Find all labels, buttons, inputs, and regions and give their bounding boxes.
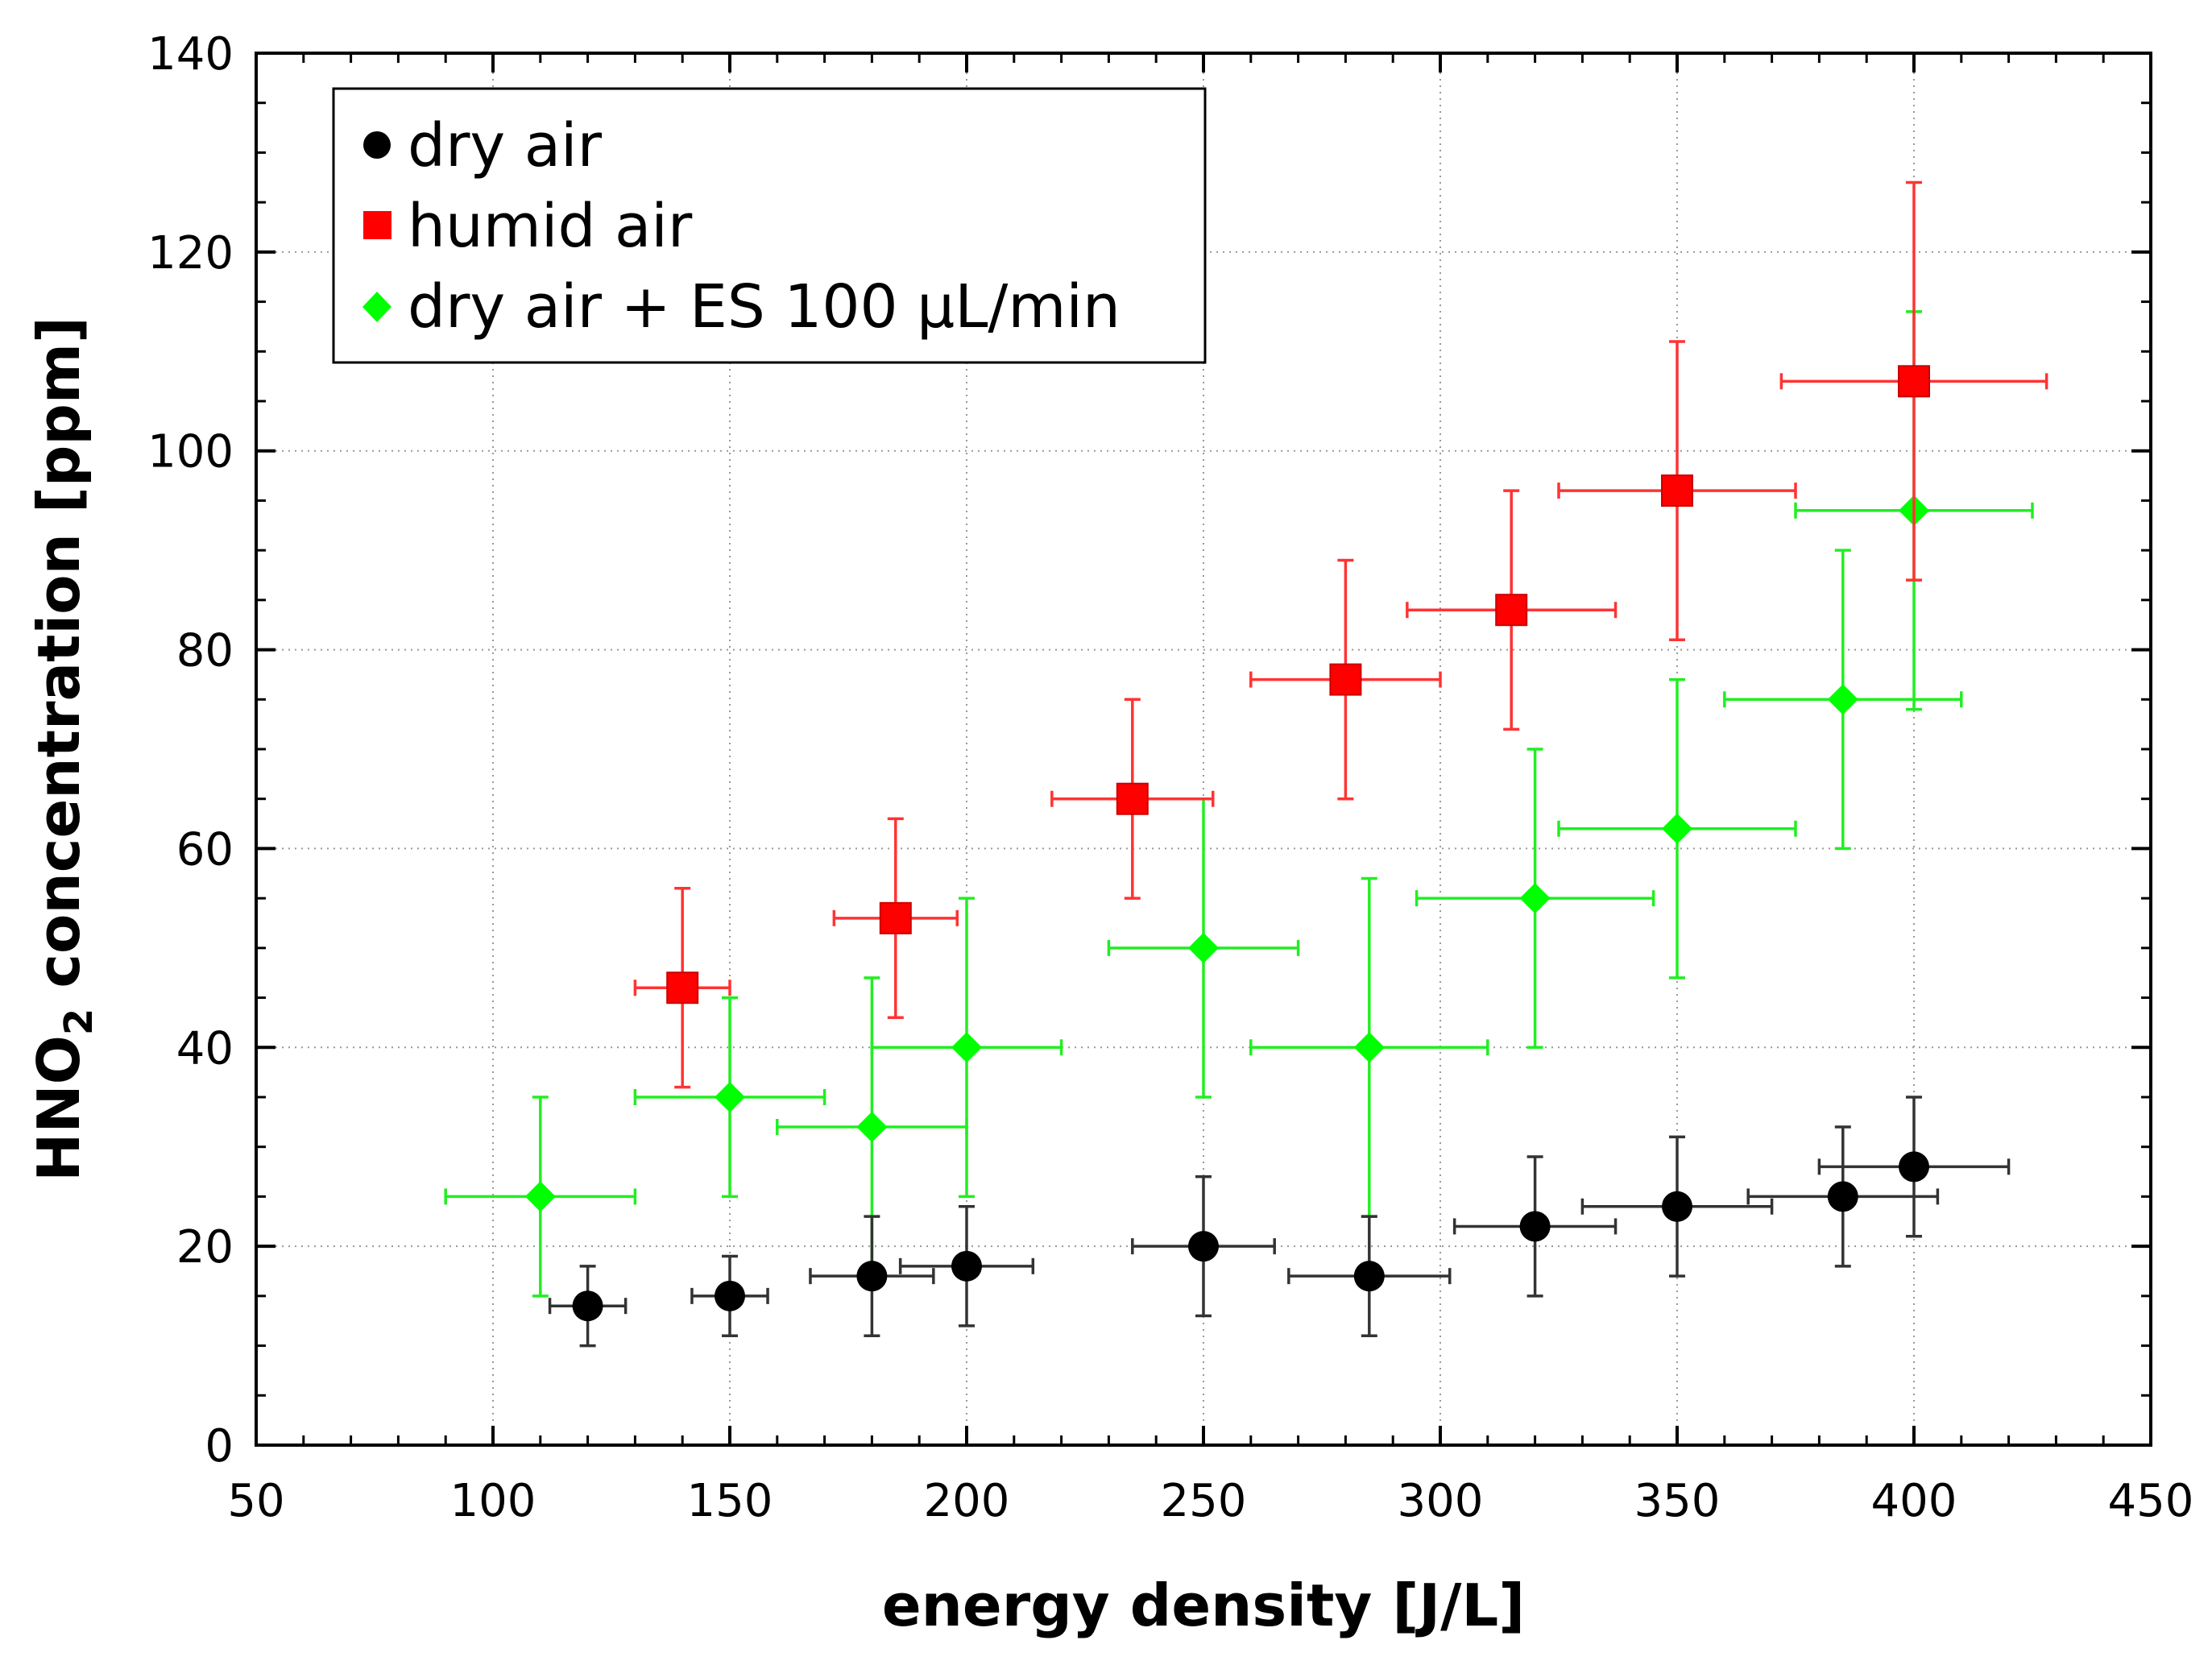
data-point-dry-air-es-100-l-min [715,1082,745,1112]
series-dry-air [548,1096,2011,1348]
legend-box [332,87,1207,364]
y-tick-label: 40 [176,1022,234,1075]
data-point-dry-air [572,1290,603,1322]
data-point-dry-air-es-100-l-min [1188,932,1219,963]
x-axis-title: energy density [J/L] [882,1572,1525,1639]
data-point-dry-air-es-100-l-min [856,1112,888,1143]
y-axis-title: HNO2 concentration [ppm] [25,317,101,1182]
x-tick-label: 250 [1161,1475,1247,1527]
data-point-dry-air-es-100-l-min [1827,684,1858,715]
y-axis-title-rest: concentration [ppm] [25,317,93,1009]
x-tick-label: 100 [450,1475,536,1527]
data-point-dry-air-es-100-l-min [1662,813,1692,844]
data-point-humid-air [1329,663,1362,696]
y-axis-title-main: HNO [25,1035,93,1182]
legend-marker-humid-air [363,211,391,239]
data-point-dry-air-es-100-l-min [1519,883,1551,914]
data-point-dry-air-es-100-l-min [524,1181,556,1212]
x-tick-label: 350 [1634,1475,1721,1527]
data-point-dry-air [1519,1211,1551,1242]
series-dry-air-es-100-l-min [444,310,2034,1298]
data-point-humid-air [1495,594,1528,627]
data-point-dry-air [1827,1181,1858,1212]
legend: dry air humid air dry air + ES 100 µL/mi… [332,87,1207,364]
data-point-dry-air [1353,1261,1385,1292]
data-point-dry-air-es-100-l-min [951,1032,982,1063]
legend-label-humid-air: humid air [408,192,693,261]
legend-marker-dry-air [363,131,391,159]
x-tick-label: 450 [2108,1475,2194,1527]
legend-marker-dry-air-es [362,292,391,322]
data-series [444,180,2048,1348]
data-point-humid-air [666,971,699,1004]
x-tick-label: 400 [1871,1475,1957,1527]
data-point-humid-air [1661,474,1693,507]
data-point-dry-air [1188,1231,1219,1262]
data-point-humid-air [879,901,912,934]
legend-label-dry-air: dry air [408,111,603,180]
x-tick-label: 200 [924,1475,1010,1527]
y-tick-label: 80 [176,625,234,677]
tick-labels: 50 100 150 200 250 300 350 400 450 0 20 40 60 80 100 12… [147,28,2193,1527]
y-tick-label: 20 [176,1221,234,1274]
data-point-dry-air [715,1280,745,1311]
y-tick-label: 140 [147,28,234,81]
plot-frame [255,52,2152,1447]
data-point-dry-air [1899,1151,1929,1183]
data-point-dry-air [856,1261,888,1292]
y-tick-label: 0 [205,1420,234,1473]
y-axis-title-subscript: 2 [56,1009,101,1035]
x-tick-label: 150 [687,1475,773,1527]
y-tick-label: 100 [147,426,234,478]
data-point-humid-air [1116,782,1149,815]
data-point-dry-air-es-100-l-min [1353,1032,1385,1063]
legend-label-dry-air-es: dry air + ES 100 µL/min [408,272,1120,342]
y-tick-label: 120 [147,227,234,280]
series-humid-air [633,180,2048,1089]
y-tick-label: 60 [176,823,234,876]
x-tick-label: 300 [1398,1475,1484,1527]
x-tick-label: 50 [227,1475,284,1527]
data-point-humid-air [1898,365,1930,398]
data-point-dry-air [951,1250,982,1282]
data-point-dry-air [1662,1191,1692,1222]
